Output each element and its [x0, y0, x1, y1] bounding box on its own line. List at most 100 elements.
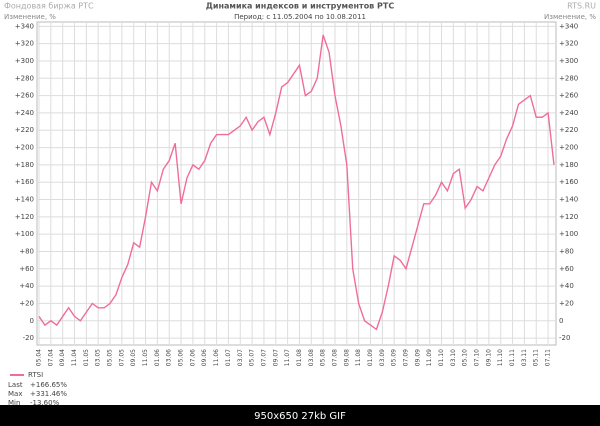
x-tick-label: 11.09: [426, 349, 433, 366]
x-tick-label: 11.10: [497, 349, 504, 366]
chart-title: Динамика индексов и инструментов РТС: [206, 2, 395, 11]
brand: Фондовая биржа РТС: [4, 2, 94, 11]
y-tick-label: +300: [559, 57, 578, 65]
x-tick-label: 09.10: [485, 349, 492, 366]
y-tick-label: -20: [23, 334, 34, 342]
x-tick-label: 05.06: [178, 349, 185, 366]
x-tick-label: 05.10: [462, 349, 469, 366]
y-tick-label: +200: [559, 144, 578, 152]
y-tick-label: +60: [19, 265, 34, 273]
x-tick-label: 11.06: [213, 349, 220, 366]
x-tick-label: 05.08: [320, 349, 327, 366]
y-tick-label: +60: [559, 265, 574, 273]
y-tick-label: +300: [15, 57, 34, 65]
x-tick-label: 01.07: [225, 349, 232, 366]
y-tick-label: +180: [15, 161, 34, 169]
y-tick-label: +340: [559, 22, 578, 30]
y-tick-label: +20: [559, 299, 574, 307]
x-tick-label: 03.08: [308, 349, 315, 366]
y-tick-label: +100: [559, 230, 578, 238]
y-tick-label: +320: [15, 40, 34, 48]
x-tick-label: 07.08: [331, 349, 338, 366]
site: RTS.RU: [567, 2, 596, 11]
y-tick-label: +280: [15, 74, 34, 82]
y-tick-label: 0: [30, 317, 34, 325]
y-tick-label: -20: [559, 334, 570, 342]
chart-subtitle: Период: с 11.05.2004 по 10.08.2011: [234, 13, 366, 21]
y-tick-label: 0: [559, 317, 563, 325]
y-tick-label: +220: [559, 126, 578, 134]
x-tick-label: 09.05: [130, 349, 137, 366]
x-tick-label: 03.09: [379, 349, 386, 366]
plot-frame: [36, 21, 557, 346]
y-tick-label: +340: [15, 22, 34, 30]
x-tick-label: 01.08: [296, 349, 303, 366]
stat-label: Last: [8, 381, 23, 389]
y-tick-label: +240: [559, 109, 578, 117]
legend-label: RTSI: [28, 371, 43, 379]
y-tick-label: +140: [15, 196, 34, 204]
x-tick-label: 11.08: [355, 349, 362, 366]
series-line: [38, 34, 555, 331]
x-tick-label: 03.05: [95, 349, 102, 366]
x-tick-label: 03.06: [166, 349, 173, 366]
footer: 950x650 27kb GIF: [254, 411, 346, 422]
y-tick-label: +80: [559, 247, 574, 255]
x-tick-label: 09.09: [414, 349, 421, 366]
x-tick-label: 11.07: [284, 349, 291, 366]
x-tick-label: 09.06: [201, 349, 208, 366]
x-tick-label: 05.11: [533, 349, 540, 366]
x-tick-label: 01.09: [367, 349, 374, 366]
y-tick-label: +120: [559, 213, 578, 221]
x-tick-label: 09.04: [59, 349, 66, 366]
x-tick-label: 05.07: [249, 349, 256, 366]
y-tick-label: +80: [19, 247, 34, 255]
y-tick-label: +200: [15, 144, 34, 152]
x-tick-label: 07.11: [545, 349, 552, 366]
axis-title: Изменение, %: [544, 13, 596, 21]
x-tick-label: 01.06: [154, 349, 161, 366]
x-tick-label: 05.04: [36, 349, 43, 366]
x-tick-label: 07.07: [260, 349, 267, 366]
y-tick-label: +160: [559, 178, 578, 186]
x-tick-label: 07.05: [118, 349, 125, 366]
y-tick-label: +320: [559, 40, 578, 48]
y-tick-label: +220: [15, 126, 34, 134]
x-tick-label: 07.06: [189, 349, 196, 366]
x-tick-label: 07.09: [403, 349, 410, 366]
y-tick-label: +40: [19, 282, 34, 290]
x-tick-label: 01.05: [83, 349, 90, 366]
x-tick-label: 05.09: [391, 349, 398, 366]
y-tick-label: +260: [559, 92, 578, 100]
x-tick-label: 05.05: [107, 349, 114, 366]
stat-value: -13.60%: [30, 399, 60, 407]
x-tick-label: 09.07: [272, 349, 279, 366]
y-tick-label: +160: [15, 178, 34, 186]
axis-title: Изменение, %: [4, 13, 56, 21]
y-tick-label: +280: [559, 74, 578, 82]
y-tick-label: +260: [15, 92, 34, 100]
y-tick-label: +100: [15, 230, 34, 238]
x-tick-label: 03.11: [521, 349, 528, 366]
stat-label: Min: [8, 399, 20, 407]
stat-label: Max: [8, 390, 22, 398]
y-tick-label: +240: [15, 109, 34, 117]
x-tick-label: 01.10: [438, 349, 445, 366]
x-tick-label: 09.08: [343, 349, 350, 366]
x-tick-label: 01.11: [509, 349, 516, 366]
y-tick-label: +40: [559, 282, 574, 290]
y-tick-label: +120: [15, 213, 34, 221]
x-tick-label: 07.04: [47, 349, 54, 366]
y-tick-label: +140: [559, 196, 578, 204]
x-tick-label: 07.10: [474, 349, 481, 366]
x-tick-label: 03.10: [450, 349, 457, 366]
x-tick-label: 11.04: [71, 349, 78, 366]
footer-bar: [0, 405, 600, 426]
y-tick-label: +20: [19, 299, 34, 307]
x-tick-label: 03.07: [237, 349, 244, 366]
stat-value: +166.65%: [30, 381, 67, 389]
x-tick-label: 11.05: [142, 349, 149, 366]
stat-value: +331.46%: [30, 390, 67, 398]
y-tick-label: +180: [559, 161, 578, 169]
